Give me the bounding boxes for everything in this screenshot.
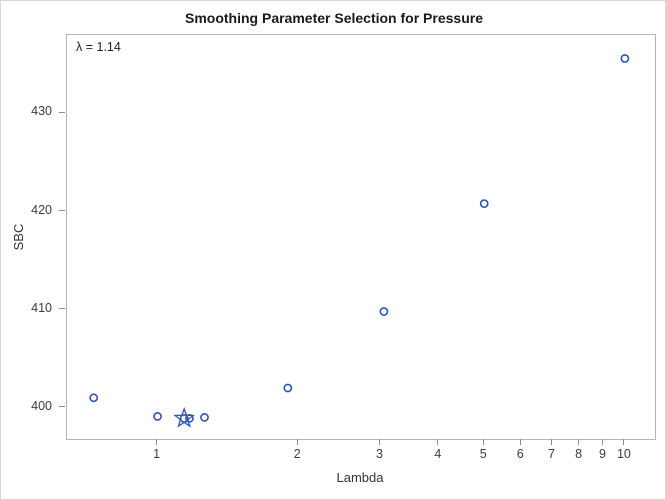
y-tick-mark <box>59 210 65 211</box>
y-tick-label: 420 <box>31 202 52 217</box>
y-tick-mark <box>59 308 65 310</box>
x-tick-label: 3 <box>376 447 383 461</box>
data-point-circle <box>620 54 630 63</box>
x-tick-label: 8 <box>575 447 583 461</box>
x-tick-mark <box>519 439 521 445</box>
x-tick-mark <box>623 439 625 445</box>
x-tick-mark <box>296 439 298 445</box>
selected-lambda-star-marker <box>173 407 196 428</box>
scatter-layer <box>89 54 630 428</box>
x-tick-mark <box>602 439 603 445</box>
data-point-circle <box>479 199 489 209</box>
x-tick-label: 6 <box>516 447 524 461</box>
data-point-circle <box>200 413 209 422</box>
x-tick-mark <box>437 439 439 445</box>
data-point-circle <box>283 383 293 393</box>
plot-area: λ = 1.14 <box>66 34 656 440</box>
y-tick-mark <box>59 111 65 113</box>
lambda-annotation: λ = 1.14 <box>76 40 121 54</box>
y-tick-label: 400 <box>31 398 52 413</box>
x-tick-label: 4 <box>434 447 442 461</box>
x-tick-label: 2 <box>293 447 301 461</box>
data-point-circle <box>379 307 389 316</box>
chart-title: Smoothing Parameter Selection for Pressu… <box>185 10 483 26</box>
x-tick-mark <box>379 439 380 445</box>
data-point-circle <box>89 393 99 403</box>
x-tick-mark <box>578 439 580 445</box>
x-tick-label: 9 <box>599 447 606 461</box>
x-tick-label: 7 <box>548 447 555 461</box>
y-tick-label: 410 <box>31 300 52 315</box>
y-tick-mark <box>59 406 65 408</box>
x-tick-label: 1 <box>153 447 161 461</box>
data-point-circle <box>153 412 162 421</box>
x-tick-label: 5 <box>479 447 487 461</box>
x-tick-mark <box>551 439 552 445</box>
x-tick-mark <box>156 439 158 445</box>
x-tick-label: 10 <box>616 447 631 461</box>
x-tick-mark <box>482 439 484 445</box>
y-tick-label: 430 <box>31 104 52 119</box>
x-axis-label: Lambda <box>336 470 384 485</box>
